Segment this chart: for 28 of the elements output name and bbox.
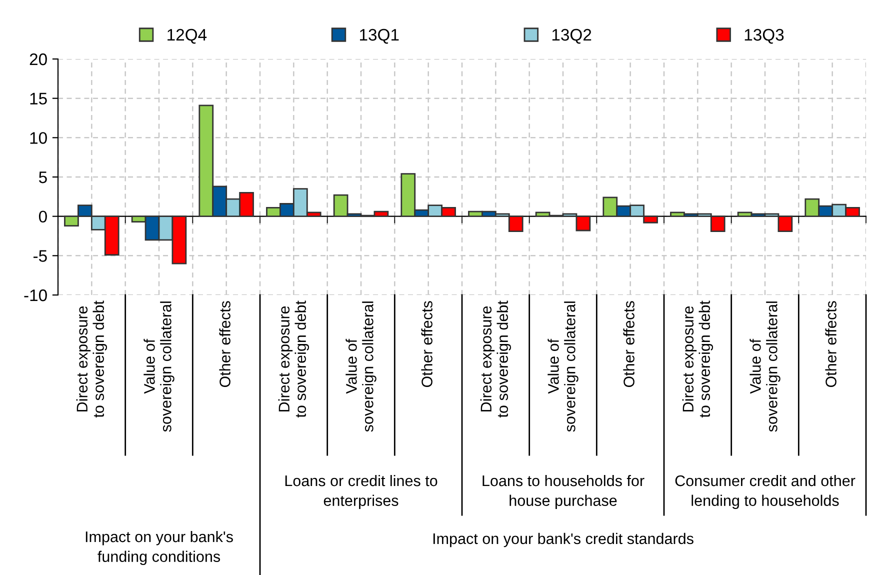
x-tick-label: Value of sovereign collateral [548, 302, 578, 432]
text: Consumer credit and other lending to households [675, 474, 856, 510]
legend-label: 13Q1 [360, 28, 399, 44]
x-tick-label: Direct exposure to sovereign debt [278, 300, 310, 418]
y-tick-label: 5 [38, 172, 47, 184]
x-tick-label: Value of sovereign collateral [346, 302, 376, 432]
x-tick-label: Value of sovereign collateral [144, 302, 174, 432]
legend-label: 12Q4 [168, 28, 207, 44]
x-tick-label: Other effects [219, 301, 230, 388]
legend-label: 13Q3 [744, 28, 784, 44]
legend-label: 13Q2 [552, 28, 592, 44]
y-tick-label: -10 [24, 289, 47, 302]
x-tick-label: Other effects [825, 301, 836, 388]
x-tick-label: Direct exposure to sovereign debt [682, 300, 714, 418]
y-tick-label: 15 [30, 92, 47, 105]
y-tick-label: 0 [38, 210, 47, 223]
x-tick-label: Other effects [623, 301, 634, 388]
text: Impact on your bank's funding conditions [86, 530, 233, 566]
x-tick-label: Value of sovereign collateral [750, 302, 780, 432]
x-tick-label: Other effects [421, 301, 432, 388]
text: Loans to households for house purchase [482, 474, 644, 510]
x-tick-label: Direct exposure to sovereign debt [76, 300, 108, 418]
y-tick-label: -5 [34, 250, 47, 262]
text: Loans or credit lines to enterprises [285, 474, 438, 510]
y-tick-label: 20 [30, 53, 47, 66]
y-tick-label: 10 [30, 132, 47, 144]
x-tick-label: Direct exposure to sovereign debt [480, 300, 512, 418]
text: Impact on your bank's credit standards [433, 532, 694, 548]
